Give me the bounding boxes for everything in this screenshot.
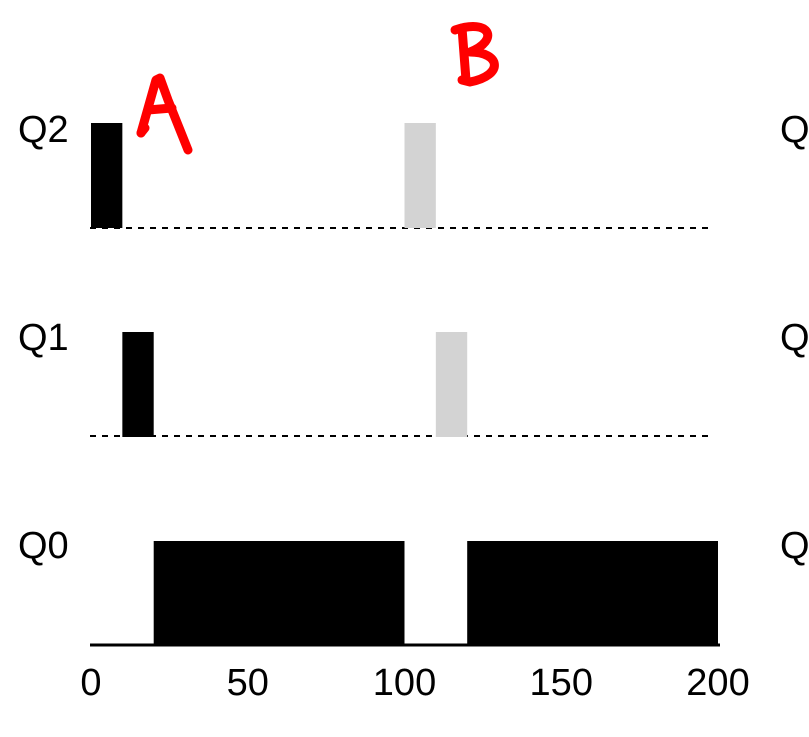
right-queue-label-q1: Q [780, 317, 809, 359]
queue-label-q2: Q2 [18, 109, 69, 151]
queue-label-q1: Q1 [18, 317, 69, 359]
bar-job-b-q2-0 [404, 123, 436, 228]
x-tick-labels: 0 50 100 150 200 [80, 662, 749, 704]
x-tick-label-3: 150 [530, 662, 593, 704]
bar-job-a-q2-0 [91, 123, 123, 228]
right-queue-label-q2: Q [780, 109, 809, 151]
annotation-a [136, 73, 193, 155]
annotation-b [450, 22, 499, 87]
bars-group [91, 123, 718, 645]
x-tick-label-1: 50 [227, 662, 269, 704]
right-queue-label-q0: Q [780, 525, 809, 567]
x-tick-label-0: 0 [80, 662, 101, 704]
x-tick-label-4: 200 [686, 662, 749, 704]
bar-job-b-q1-1 [435, 332, 468, 437]
bar-job-a-q0-3 [467, 541, 718, 645]
bar-job-a-q0-2 [153, 541, 405, 645]
queue-label-q0: Q0 [18, 525, 69, 567]
bar-job-a-q1-1 [122, 332, 154, 437]
x-tick-label-2: 100 [373, 662, 436, 704]
